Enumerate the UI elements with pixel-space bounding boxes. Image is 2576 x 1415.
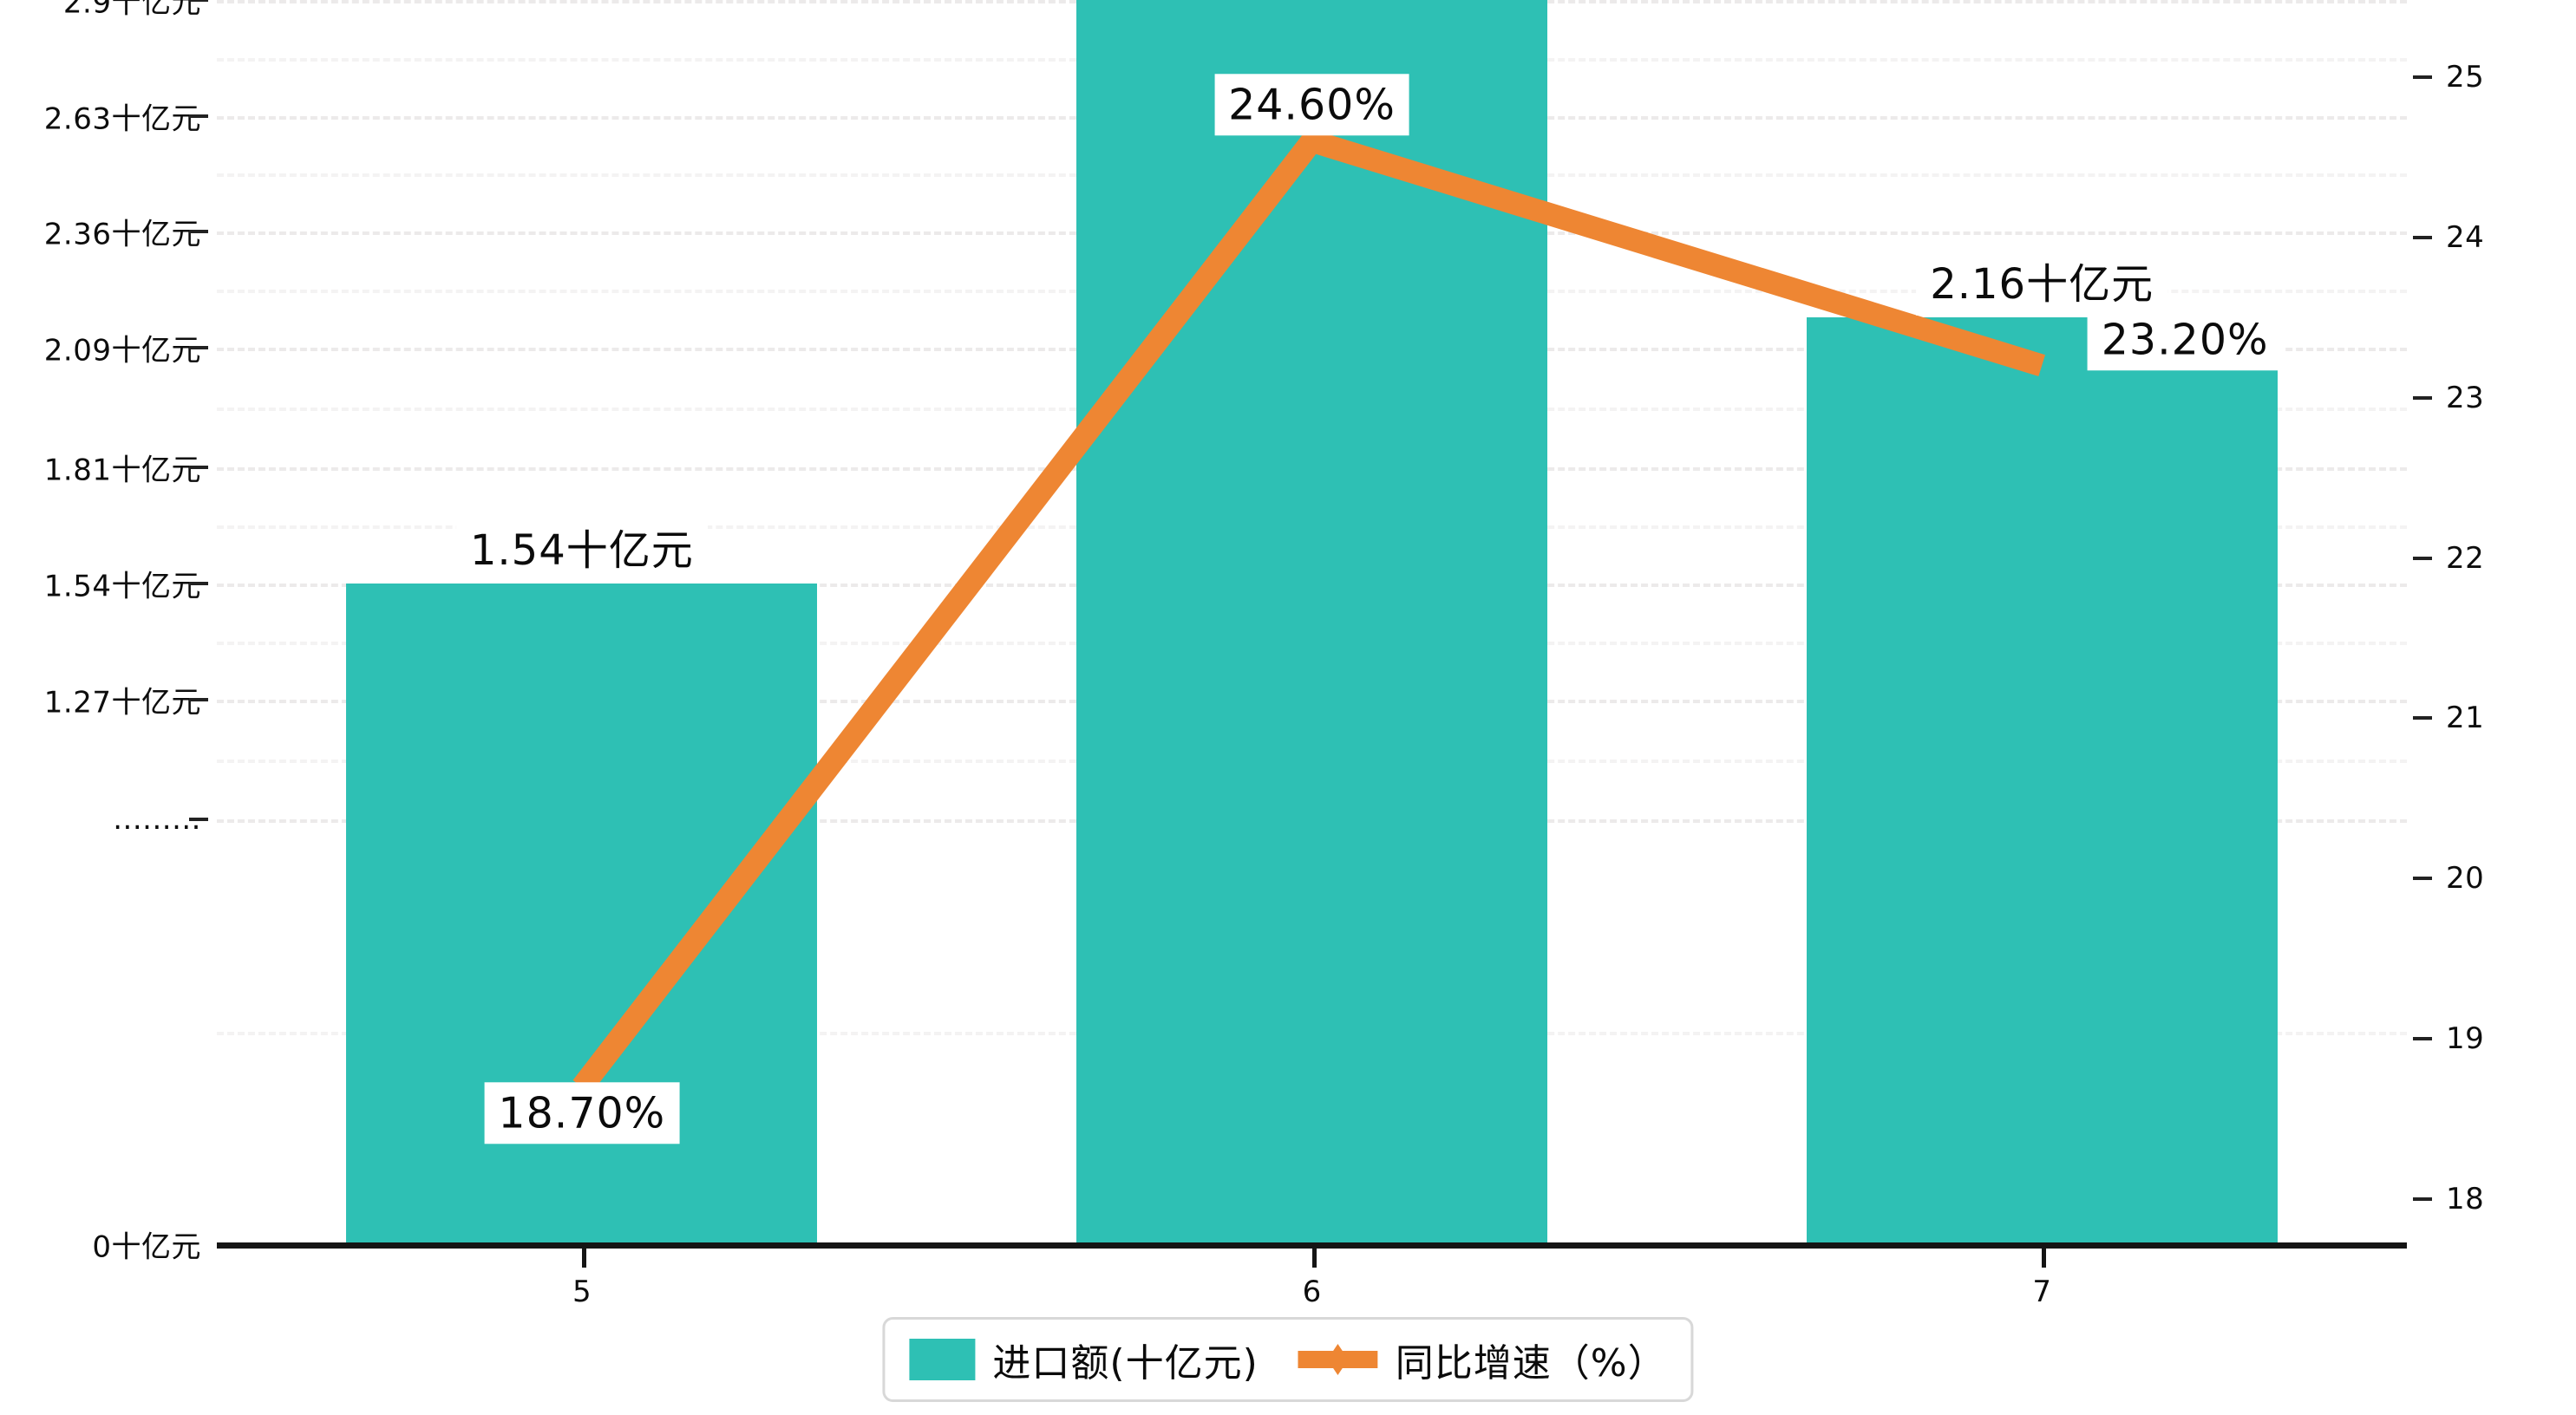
y-axis-left-tick-mark — [189, 466, 208, 470]
legend-label-import-value: 进口额(十亿元) — [992, 1341, 1259, 1386]
line-value-label: 23.20% — [2087, 308, 2283, 371]
bar-value-label: 1.54十亿元 — [455, 519, 708, 582]
x-axis-line — [217, 1242, 2407, 1249]
y-axis-left-tick-label: 2.36十亿元 — [43, 217, 201, 252]
bar-swatch-icon — [909, 1339, 976, 1380]
legend[interactable]: 进口额(十亿元) 同比增速（%） — [882, 1317, 1694, 1402]
y-axis-left-tick-mark — [189, 0, 208, 2]
y-axis-right-tick-label: 20 — [2446, 861, 2485, 897]
y-axis-right-tick-label: 18 — [2446, 1182, 2485, 1217]
y-axis-right-tick-mark — [2413, 556, 2432, 560]
bar[interactable] — [1076, 0, 1547, 1244]
y-axis-left-tick-label: 1.81十亿元 — [43, 453, 201, 488]
y-axis-right-tick-mark — [2413, 716, 2432, 721]
y-axis-left-tick-mark — [189, 581, 208, 585]
y-axis-left-tick-label: ......... — [113, 802, 201, 838]
bar[interactable] — [1806, 317, 2278, 1244]
y-axis-left-tick-mark — [189, 818, 208, 822]
y-axis-left-tick-label: 0十亿元 — [92, 1229, 201, 1265]
y-axis-left-tick-label: 1.54十亿元 — [43, 569, 201, 604]
y-axis-right-tick-label: 19 — [2446, 1021, 2485, 1057]
line-marker-icon — [1298, 1339, 1378, 1380]
bar[interactable] — [346, 583, 818, 1244]
y-axis-right-tick-mark — [2413, 235, 2432, 239]
y-axis-right-tick-mark — [2413, 1037, 2432, 1041]
bar-value-label: 2.16十亿元 — [1916, 253, 2168, 316]
x-axis-tick-label: 6 — [1302, 1275, 1322, 1309]
y-axis-right-tick-label: 23 — [2446, 380, 2485, 415]
x-axis-tick-label: 5 — [572, 1275, 592, 1309]
legend-item-import-value[interactable]: 进口额(十亿元) — [909, 1332, 1258, 1387]
y-axis-right-tick-label: 21 — [2446, 701, 2485, 736]
x-axis-tick-mark — [1311, 1249, 1317, 1268]
y-axis-left-tick-label: 1.27十亿元 — [43, 685, 201, 721]
y-axis-right-tick-mark — [2413, 877, 2432, 881]
y-axis-left-tick-label: 2.63十亿元 — [43, 101, 201, 137]
x-axis-tick-mark — [2042, 1249, 2047, 1268]
y-axis-right-tick-mark — [2413, 395, 2432, 400]
y-axis-right-tick-label: 25 — [2446, 59, 2485, 95]
y-axis-right-tick-label: 24 — [2446, 219, 2485, 255]
y-axis-right-tick-mark — [2413, 75, 2432, 79]
line-value-label: 24.60% — [1214, 74, 1409, 136]
y-axis-right-tick-label: 22 — [2446, 540, 2485, 576]
y-axis-left-tick-mark — [189, 230, 208, 234]
legend-item-growth-rate[interactable]: 同比增速（%） — [1298, 1332, 1667, 1387]
line-value-label: 18.70% — [484, 1082, 680, 1144]
x-axis-tick-mark — [581, 1249, 586, 1268]
legend-label-growth-rate: 同比增速（%） — [1395, 1341, 1667, 1386]
y-axis-left-tick-mark — [189, 345, 208, 349]
y-axis-left-tick-label: 2.9十亿元 — [62, 0, 201, 21]
y-axis-left-tick-mark — [189, 114, 208, 118]
x-axis-tick-label: 7 — [2032, 1275, 2051, 1309]
y-axis-right-tick-mark — [2413, 1197, 2432, 1202]
y-axis-left-tick-label: 2.09十亿元 — [43, 333, 201, 368]
y-axis-left-tick-mark — [189, 697, 208, 701]
